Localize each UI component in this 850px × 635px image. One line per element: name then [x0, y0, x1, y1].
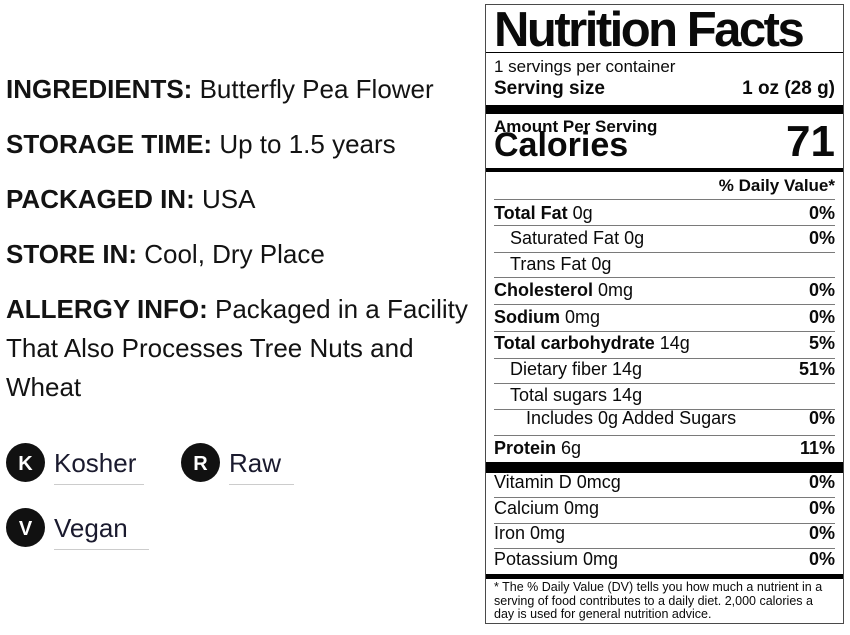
svg-text:R: R — [193, 453, 208, 475]
svg-text:K: K — [18, 453, 33, 475]
svg-text:V: V — [19, 518, 33, 540]
